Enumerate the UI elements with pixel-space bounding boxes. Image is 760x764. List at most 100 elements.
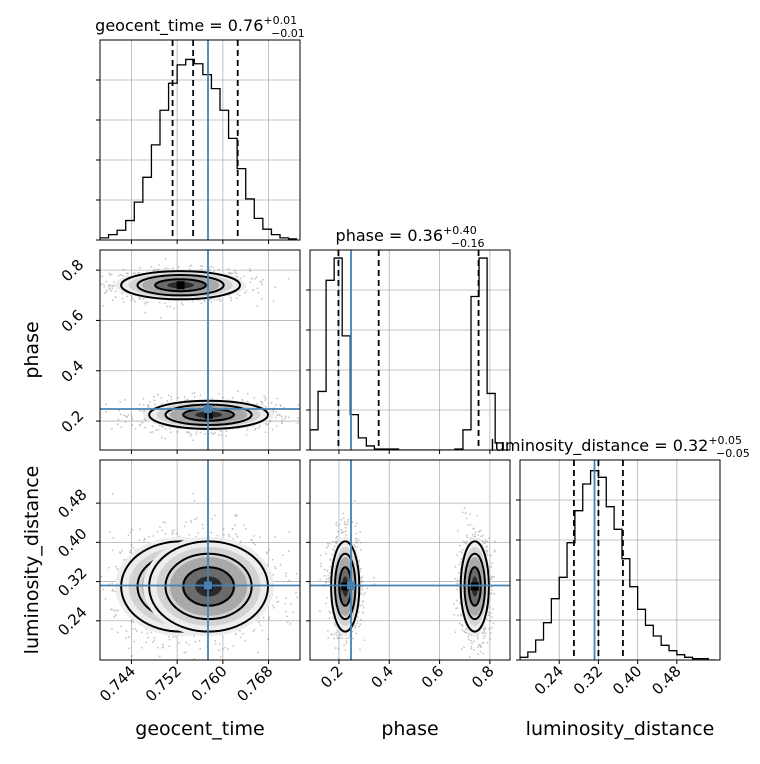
scatter-point — [470, 648, 472, 650]
scatter-point — [133, 547, 135, 549]
scatter-point — [262, 403, 264, 405]
scatter-point — [272, 605, 274, 607]
scatter-point — [246, 434, 248, 436]
scatter-point — [212, 267, 214, 269]
scatter-point — [355, 537, 357, 539]
scatter-point — [121, 426, 123, 428]
scatter-point — [232, 645, 234, 647]
scatter-point — [130, 550, 132, 552]
scatter-point — [188, 644, 190, 646]
scatter-point — [183, 665, 185, 667]
scatter-point — [201, 664, 203, 666]
scatter-point — [453, 614, 455, 616]
y-tick-label: 0.24 — [54, 603, 90, 639]
scatter-point — [482, 541, 484, 543]
scatter-point — [215, 643, 217, 645]
scatter-point — [154, 403, 156, 405]
scatter-point — [295, 592, 297, 594]
title-geocent-time: geocent_time = 0.76+0.01−0.01 — [95, 14, 305, 40]
panel-content — [310, 460, 510, 675]
scatter-point — [204, 301, 206, 303]
y-tick-label: 0.32 — [54, 564, 90, 600]
scatter-point — [279, 415, 281, 417]
scatter-point — [456, 583, 458, 585]
scatter-point — [211, 518, 213, 520]
scatter-point — [108, 272, 110, 274]
scatter-point — [473, 640, 475, 642]
scatter-point — [105, 598, 107, 600]
scatter-point — [234, 272, 236, 274]
y-tick-label: 0.2 — [58, 407, 88, 437]
scatter-point — [271, 402, 273, 404]
scatter-point — [142, 422, 144, 424]
scatter-point — [133, 299, 135, 301]
scatter-point — [157, 394, 159, 396]
scatter-point — [466, 518, 468, 520]
density-peak — [177, 281, 185, 289]
scatter-point — [103, 283, 105, 285]
scatter-point — [239, 295, 241, 297]
panel-phase-vs-phase — [306, 250, 510, 454]
y-tick-label: 0.6 — [58, 306, 88, 336]
scatter-point — [230, 297, 232, 299]
scatter-point — [112, 590, 114, 592]
scatter-point — [124, 399, 126, 401]
scatter-point — [144, 664, 146, 666]
scatter-point — [82, 276, 84, 278]
scatter-point — [477, 636, 479, 638]
scatter-point — [111, 287, 113, 289]
scatter-point — [115, 614, 117, 616]
x-tick-label: 0.760 — [188, 662, 231, 705]
x-label-phase: phase — [381, 718, 438, 740]
scatter-point — [366, 588, 368, 590]
scatter-point — [200, 302, 202, 304]
scatter-point — [115, 566, 117, 568]
scatter-point — [288, 417, 290, 419]
scatter-point — [105, 291, 107, 293]
scatter-point — [121, 550, 123, 552]
scatter-point — [165, 522, 167, 524]
scatter-point — [465, 512, 467, 514]
scatter-point — [265, 431, 267, 433]
scatter-point — [464, 507, 466, 509]
scatter-point — [141, 647, 143, 649]
scatter-point — [182, 304, 184, 306]
scatter-point — [159, 656, 161, 658]
scatter-point — [190, 520, 192, 522]
scatter-point — [177, 397, 179, 399]
x-tick-label: 0.744 — [96, 662, 139, 705]
scatter-point — [131, 297, 133, 299]
scatter-point — [258, 621, 260, 623]
scatter-point — [259, 425, 261, 427]
scatter-point — [131, 655, 133, 657]
scatter-point — [159, 526, 161, 528]
scatter-point — [101, 576, 103, 578]
scatter-point — [194, 500, 196, 502]
scatter-point — [170, 431, 172, 433]
scatter-point — [183, 652, 185, 654]
scatter-point — [152, 425, 154, 427]
y-tick-label: 0.8 — [58, 256, 88, 286]
scatter-point — [480, 530, 482, 532]
scatter-point — [154, 637, 156, 639]
scatter-point — [257, 652, 259, 654]
scatter-point — [111, 428, 113, 430]
scatter-point — [118, 275, 120, 277]
scatter-point — [275, 416, 277, 418]
scatter-point — [488, 614, 490, 616]
scatter-point — [272, 429, 274, 431]
scatter-point — [492, 608, 494, 610]
scatter-point — [105, 404, 107, 406]
scatter-point — [460, 615, 462, 617]
scatter-point — [225, 435, 227, 437]
panel-frame — [100, 40, 300, 240]
scatter-point — [296, 596, 298, 598]
scatter-point — [199, 640, 201, 642]
scatter-point — [335, 632, 337, 634]
x-label-luminosity-distance: luminosity_distance — [526, 718, 715, 740]
scatter-point — [194, 396, 196, 398]
scatter-point — [164, 533, 166, 535]
scatter-point — [263, 395, 265, 397]
scatter-point — [118, 410, 120, 412]
scatter-point — [196, 431, 198, 433]
